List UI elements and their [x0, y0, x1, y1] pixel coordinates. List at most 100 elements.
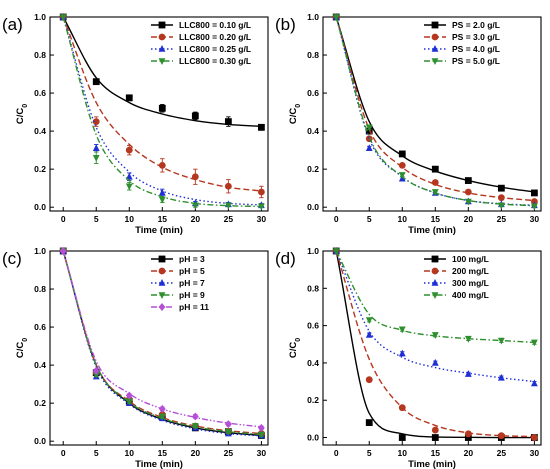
plot-frame	[49, 16, 269, 212]
y-tick-label: 0.8	[307, 50, 319, 60]
data-point	[125, 172, 133, 180]
data-point	[257, 203, 265, 211]
y-tick-label: 0.4	[307, 126, 319, 136]
y-tick-label: 1.0	[307, 12, 319, 22]
legend-label: pH = 3	[179, 254, 205, 264]
series-4	[332, 14, 538, 211]
y-tick-label: 0.6	[34, 88, 46, 98]
y-tick-label: 0.8	[307, 283, 319, 293]
x-tick-label: 20	[464, 214, 474, 224]
data-point	[158, 161, 166, 169]
data-point	[92, 118, 100, 126]
y-tick-label: 0.8	[34, 284, 46, 294]
data-point	[191, 173, 199, 181]
legend-label: pH = 11	[179, 302, 209, 312]
x-tick-label: 15	[431, 448, 441, 458]
data-point	[191, 412, 199, 421]
x-tick-label: 25	[224, 448, 234, 458]
plot-frame	[322, 16, 542, 212]
y-tick-label: 0.4	[34, 126, 46, 136]
legend-marker	[431, 33, 439, 41]
x-tick-label: 5	[367, 214, 372, 224]
x-tick-label: 25	[497, 214, 507, 224]
data-point	[125, 94, 133, 102]
data-point	[530, 189, 538, 197]
data-point	[497, 373, 505, 381]
legend-marker	[431, 279, 439, 286]
y-tick-label: 0.2	[307, 395, 319, 405]
legend-marker	[158, 255, 166, 263]
data-point	[125, 391, 133, 400]
data-point	[464, 177, 472, 184]
y-tick-label: 1.0	[34, 12, 46, 22]
data-point	[530, 339, 538, 347]
x-axis-title: Time (min)	[135, 459, 183, 469]
legend-marker	[431, 255, 439, 263]
data-point	[431, 426, 439, 434]
data-point	[464, 188, 472, 196]
x-tick-label: 5	[367, 448, 372, 458]
data-point	[257, 188, 265, 196]
fit-curve	[335, 16, 535, 193]
data-point	[365, 144, 373, 152]
legend-marker	[431, 58, 439, 65]
y-tick-label: 0.2	[34, 398, 46, 408]
data-point	[530, 203, 538, 211]
x-tick-label: 30	[257, 214, 267, 224]
data-point	[158, 188, 166, 196]
x-tick-label: 10	[398, 214, 408, 224]
data-point	[431, 189, 439, 196]
y-axis-title: C/C0	[288, 104, 302, 124]
data-point	[464, 335, 472, 343]
x-tick-label: 25	[497, 448, 507, 458]
data-point	[398, 434, 406, 441]
y-axis-title: C/C0	[15, 104, 29, 124]
legend-marker	[158, 292, 166, 299]
panel-a: 0 5 10 15 20 25 30 0.0 0.2 0.4 0.6 0.8 1.0 Time (min)…	[2, 12, 269, 236]
y-tick-label: 0.8	[34, 50, 46, 60]
data-point	[224, 420, 232, 429]
x-axis-title: Time (min)	[408, 459, 456, 469]
x-tick-label: 0	[334, 214, 339, 224]
data-point	[398, 150, 406, 158]
x-tick-label: 20	[464, 448, 474, 458]
y-tick-label: 0.4	[34, 360, 46, 370]
y-tick-label: 0.6	[307, 321, 319, 331]
x-tick-label: 30	[530, 214, 540, 224]
data-point	[398, 326, 406, 334]
legend-label: 200 mg/L	[452, 266, 489, 276]
panel-label: (c)	[2, 249, 22, 268]
series-4	[59, 14, 265, 211]
data-point	[464, 370, 472, 377]
x-tick-label: 10	[398, 448, 408, 458]
data-point	[257, 431, 265, 439]
fit-curve	[335, 250, 535, 383]
x-tick-label: 0	[334, 448, 339, 458]
fit-curve	[335, 250, 535, 439]
data-point	[431, 332, 439, 339]
x-tick-label: 15	[158, 448, 168, 458]
fit-curve	[335, 16, 535, 207]
x-tick-label: 20	[191, 448, 201, 458]
legend-marker	[158, 58, 166, 65]
data-point	[398, 404, 406, 412]
data-point	[92, 371, 100, 379]
plot-frame	[322, 250, 542, 446]
data-point	[431, 179, 439, 186]
panel-label: (b)	[275, 15, 296, 34]
y-axis-title: C/C0	[15, 338, 29, 358]
data-point	[92, 154, 100, 162]
y-tick-label: 0.0	[34, 202, 46, 212]
series-1	[332, 247, 538, 441]
panel-label: (a)	[2, 15, 23, 34]
y-tick-label: 0.0	[307, 202, 319, 212]
data-point	[158, 196, 166, 204]
y-tick-label: 0.2	[307, 164, 319, 174]
data-point	[158, 404, 166, 413]
data-point	[365, 317, 373, 325]
fit-curve	[62, 250, 262, 436]
y-tick-label: 0.6	[307, 88, 319, 98]
data-point	[464, 430, 472, 438]
data-point	[59, 247, 67, 255]
data-point	[431, 434, 439, 441]
